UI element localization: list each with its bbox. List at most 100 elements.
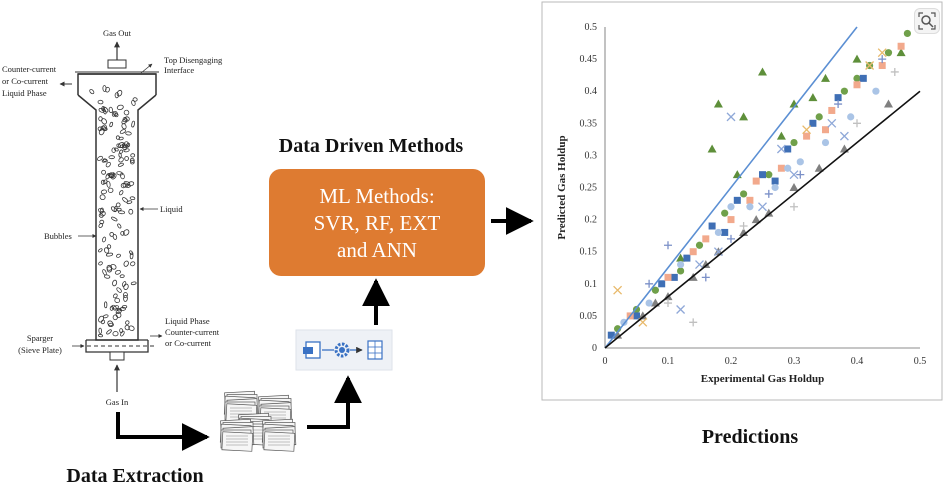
data-point — [853, 74, 861, 82]
data-driven-title: Data Driven Methods — [279, 135, 464, 157]
data-point — [815, 113, 823, 121]
data-extraction-label: Data Extraction — [66, 465, 203, 487]
bubble — [118, 157, 124, 163]
bubble — [112, 279, 118, 287]
arrow-to-workflow — [307, 375, 362, 429]
upper-bound-line — [604, 26, 858, 349]
bubble — [109, 121, 114, 128]
bubble — [100, 189, 107, 195]
y-tick-label: 0.1 — [585, 279, 598, 290]
data-point — [677, 260, 685, 269]
data-point — [865, 61, 875, 70]
predictions-label: Predictions — [702, 426, 799, 448]
bubble — [98, 108, 105, 113]
bubble — [113, 111, 118, 117]
data-point — [821, 73, 830, 82]
bubble — [98, 327, 102, 334]
data-point — [897, 42, 905, 50]
data-point — [721, 228, 729, 236]
bubble — [115, 311, 122, 318]
data-point — [840, 87, 849, 95]
data-point — [752, 177, 760, 185]
bubble — [102, 106, 109, 113]
data-point — [607, 331, 615, 339]
data-point — [878, 62, 886, 70]
bubble — [97, 126, 103, 132]
bubble — [121, 305, 128, 309]
bubble — [128, 208, 134, 215]
data-point — [740, 190, 748, 198]
y-tick-label: 0.4 — [585, 86, 598, 97]
bubble — [98, 333, 103, 338]
liquid-bottom-label-3: or Co-current — [165, 338, 212, 348]
x-axis-label: Experimental Gas Holdup — [701, 373, 824, 385]
data-point — [645, 299, 653, 307]
x-tick-label: 0 — [603, 356, 608, 367]
bubble — [121, 281, 127, 287]
data-point — [877, 48, 887, 58]
data-point — [839, 131, 849, 141]
data-point — [878, 55, 887, 64]
bubble — [119, 149, 124, 154]
bubble — [98, 208, 104, 214]
data-point — [746, 196, 754, 204]
bubble — [100, 179, 106, 185]
data-point — [707, 144, 717, 153]
y-axis-label: Predicted Gas Holdup — [556, 135, 568, 239]
sparger-label-2: (Sieve Plate) — [18, 345, 62, 355]
paper-sheet — [221, 431, 254, 452]
data-point — [751, 215, 761, 224]
bubble — [111, 216, 118, 222]
bubble — [124, 324, 130, 331]
bubbles-pattern — [89, 85, 138, 338]
bubble — [130, 261, 136, 267]
data-point — [890, 67, 899, 76]
ml-line-2: SVR, RF, EXT — [314, 211, 441, 235]
liquid-top-label-3: Liquid Phase — [2, 88, 47, 98]
data-point — [683, 254, 691, 262]
data-point — [776, 144, 786, 154]
data-point — [853, 119, 861, 128]
bubble — [117, 223, 122, 229]
paper-sheet — [263, 431, 296, 452]
bubble-column-reactor: Gas Out Top Disengaging Interface Counte… — [2, 28, 223, 407]
data-point — [676, 305, 686, 314]
bubble — [108, 155, 115, 160]
bubble — [123, 181, 131, 186]
bubble — [110, 263, 117, 270]
data-point — [834, 94, 842, 102]
data-point — [809, 119, 817, 127]
bubble — [123, 109, 130, 116]
data-point — [633, 312, 640, 320]
data-point — [884, 49, 893, 57]
bubble — [102, 236, 107, 243]
bubble — [97, 155, 103, 161]
image-action-button[interactable] — [914, 8, 940, 34]
ml-line-1: ML Methods: — [319, 184, 434, 208]
bubble — [130, 153, 136, 158]
bubble — [129, 157, 135, 163]
bubble — [89, 89, 95, 95]
bubble — [106, 329, 112, 335]
bubble — [103, 274, 111, 279]
x-tick-label: 0.5 — [914, 356, 927, 367]
data-point — [714, 228, 723, 237]
data-point — [726, 112, 736, 122]
bubble — [116, 253, 121, 258]
bubble — [123, 229, 130, 236]
bubble — [119, 328, 124, 334]
data-point — [852, 54, 862, 63]
data-point — [803, 132, 811, 140]
bubbles-label: Bubbles — [44, 231, 72, 241]
data-point — [727, 234, 735, 243]
bubble — [97, 99, 104, 105]
bubble — [116, 104, 124, 111]
liquid-top-label-2: or Co-current — [2, 76, 49, 86]
data-point — [689, 248, 697, 256]
data-point — [758, 67, 767, 76]
data-point — [664, 273, 672, 281]
gear-icon — [334, 342, 350, 358]
image-action-icon — [918, 12, 936, 30]
data-point — [784, 164, 792, 172]
data-point — [721, 209, 729, 217]
